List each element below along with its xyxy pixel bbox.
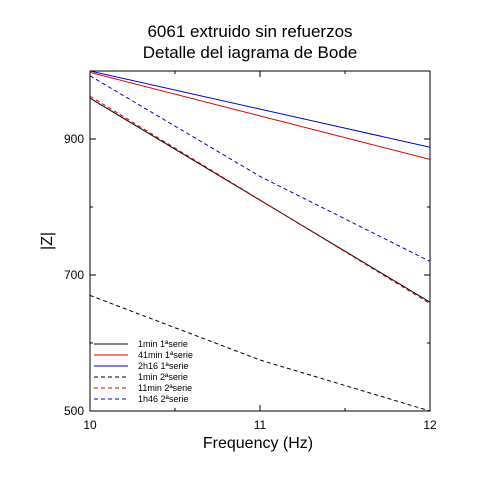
y-tick-label: 900 <box>64 132 84 146</box>
y-axis-title: |Z| <box>39 232 56 250</box>
legend-label: 2h16 1ªserie <box>138 361 188 371</box>
chart-title-line-2: Detalle del iagrama de Bode <box>143 43 358 62</box>
series-line <box>90 95 430 305</box>
chart-title-line-1: 6061 extruido sin refuerzos <box>147 22 352 41</box>
series-line <box>90 71 430 160</box>
legend-label: 1min 1ªserie <box>138 339 188 349</box>
legend-label: 1h46 2ªserie <box>138 394 188 404</box>
legend-label: 11min 2ªserie <box>138 383 192 393</box>
series-line <box>90 75 430 262</box>
legend-label: 1min 2ªserie <box>138 372 188 382</box>
x-axis-title: Frequency (Hz) <box>203 435 313 452</box>
x-tick-label: 12 <box>423 418 437 432</box>
plot-frame <box>89 70 431 412</box>
series-line <box>90 71 430 148</box>
legend-label: 41min 1ªserie <box>138 350 193 360</box>
y-tick-label: 700 <box>64 268 84 282</box>
x-tick-label: 10 <box>83 418 97 432</box>
y-tick-label: 500 <box>64 404 84 418</box>
x-tick-label: 11 <box>254 418 267 432</box>
